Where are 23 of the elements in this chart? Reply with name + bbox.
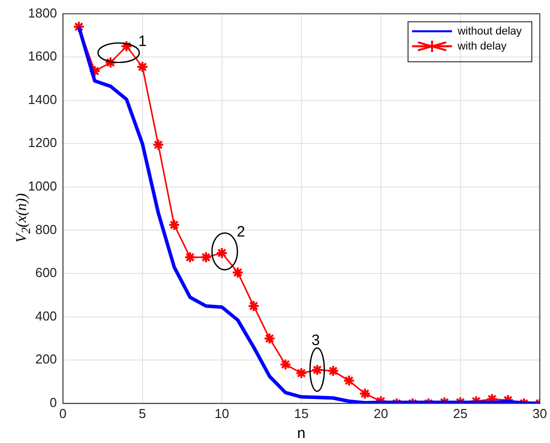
- x-tick-label: 10: [214, 406, 230, 421]
- x-tick-label: 25: [453, 406, 468, 421]
- y-tick-label: 1600: [28, 48, 57, 64]
- annotation: 1: [138, 33, 147, 50]
- y-tick-label: 200: [35, 352, 57, 367]
- x-axis-title: n: [297, 425, 306, 442]
- x-tick-label: 15: [294, 406, 309, 421]
- y-tick-label: 1800: [28, 5, 57, 20]
- x-tick-label: 30: [532, 406, 548, 421]
- x-tick-label: 0: [59, 406, 67, 421]
- y-tick-label: 0: [50, 394, 57, 410]
- y-tick-label: 600: [35, 265, 57, 280]
- y-tick-label: 800: [35, 222, 57, 237]
- x-tick-label: 5: [138, 406, 146, 421]
- legend-label: with delay: [456, 40, 507, 52]
- y-tick-label: 400: [35, 308, 57, 324]
- legend-label: without delay: [456, 25, 522, 38]
- x-tick-label: 20: [374, 406, 388, 421]
- annotation: 3: [311, 332, 320, 349]
- y-tick-label: 1000: [28, 178, 57, 194]
- annotation: 2: [236, 224, 246, 241]
- y-tick-label: 1400: [28, 92, 57, 107]
- y-tick-label: 1200: [28, 135, 57, 150]
